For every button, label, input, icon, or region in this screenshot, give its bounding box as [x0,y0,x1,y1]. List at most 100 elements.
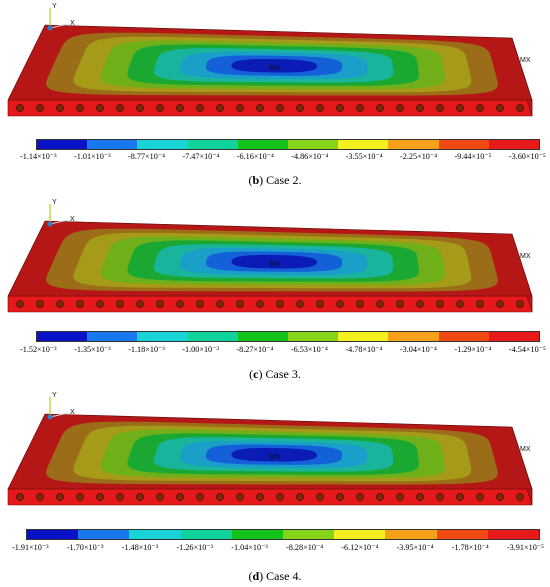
colorbar-tick-label: -1.48×10⁻³ [121,543,159,552]
colorbar-tick-label: -1.26×10⁻³ [176,543,214,552]
colorbar-segment [187,332,238,341]
case-2-plate-contour: MX MN Y X [7,3,533,117]
bolt-marker [56,300,64,308]
colorbar-segment [288,140,339,149]
case-4-colorbar [26,529,540,540]
colorbar-tick-label: -1.14×10⁻³ [20,152,57,161]
colorbar-segment [187,140,238,149]
bolt-marker [376,493,384,501]
bolt-marker [416,493,424,501]
colorbar-tick-label: -6.16×10⁻⁴ [236,152,274,161]
bolt-marker [436,300,444,308]
colorbar-segment [338,332,389,341]
bolt-marker [476,493,484,501]
colorbar-segment [488,332,540,341]
case-3-colorbar [36,331,540,342]
colorbar-segment [288,332,339,341]
bolt-marker [376,300,384,308]
bolt-marker [116,104,124,112]
colorbar-tick-label: -6.12×10⁻⁴ [341,543,379,552]
colorbar-tick-label: -4.54×10⁻⁵ [508,345,546,354]
bolt-marker [156,104,164,112]
colorbar-segment [237,332,289,341]
colorbar-tick-label: -1.35×10⁻³ [74,345,111,354]
colorbar-tick-label: -1.91×10⁻³ [12,543,49,552]
bolt-marker [336,493,344,501]
colorbar-tick-label: -1.78×10⁻⁴ [451,543,489,552]
svg-text:X: X [70,20,75,27]
case-2-caption: (b) Case 2. [248,173,302,187]
colorbar-tick-label: -1.00×10⁻³ [182,345,219,354]
bolt-marker [36,493,44,501]
mn-label: MN [269,65,280,72]
axis-triad: YX [47,199,75,227]
colorbar-tick-label: -8.28×10⁻⁴ [286,543,324,552]
colorbar-tick-label: -3.95×10⁻⁴ [396,543,434,552]
bolt-marker [496,493,504,501]
colorbar-tick-label: -1.04×10⁻³ [231,543,268,552]
case-3-colorbar-ticks: -1.52×10⁻³ -1.35×10⁻³ -1.18×10⁻³ -1.00×10⁻³… [20,344,546,354]
colorbar-tick-label: -3.55×10⁻⁴ [345,152,383,161]
bolt-marker [96,493,104,501]
colorbar-segment [388,332,439,341]
bolt-marker [176,493,184,501]
svg-text:Y: Y [52,3,57,10]
colorbar-segment [436,530,488,539]
bolt-marker [336,300,344,308]
bolt-marker [356,300,364,308]
bolt-marker [76,493,84,501]
bolt-marker [196,104,204,112]
colorbar-tick-label: -1.70×10⁻³ [66,543,104,552]
bolt-marker [316,300,324,308]
colorbar-tick-label: -1.52×10⁻³ [20,345,57,354]
colorbar-tick-label: -1.29×10⁻⁴ [454,345,492,354]
colorbar-tick-label: -2.25×10⁻⁴ [400,152,438,161]
mx-label: MX [520,57,531,64]
mx-label: MX [520,253,531,260]
bolt-marker [516,493,524,501]
colorbar-tick-label: -4.78×10⁻⁴ [345,345,383,354]
colorbar-tick-label: -1.01×10⁻³ [74,152,111,161]
colorbar-segment [487,530,540,539]
bolt-marker [36,300,44,308]
bolt-marker [396,493,404,501]
colorbar-tick-label: -1.18×10⁻³ [128,345,165,354]
bolt-marker [336,104,344,112]
bolt-marker [476,104,484,112]
svg-text:Y: Y [52,392,57,399]
bolt-marker [76,300,84,308]
bolt-marker [276,493,284,501]
colorbar-segment [180,530,232,539]
colorbar-tick-label: -4.86×10⁻⁴ [291,152,329,161]
colorbar-segment [87,332,138,341]
bolt-marker [156,493,164,501]
bolt-marker [356,104,364,112]
bolt-marker [56,104,64,112]
bolt-marker [356,493,364,501]
bolt-marker [156,300,164,308]
colorbar-segment [137,332,188,341]
colorbar-segment [338,140,389,149]
bolt-marker [96,104,104,112]
colorbar-segment [129,530,181,539]
mn-label: MN [269,454,280,461]
bolt-marker [116,300,124,308]
bolt-marker [216,493,224,501]
colorbar-segment [37,332,88,341]
svg-text:Y: Y [52,199,57,206]
colorbar-segment [438,332,489,341]
case-4-colorbar-ticks: -1.91×10⁻³ -1.70×10⁻³ -1.48×10⁻³ -1.26×10⁻³… [12,542,544,552]
colorbar-segment [334,530,386,539]
bolt-marker [56,493,64,501]
colorbar-segment [87,140,138,149]
colorbar-segment [388,140,439,149]
plate-front-face [7,488,533,506]
bolt-marker [496,104,504,112]
contour-band [231,58,317,73]
colorbar-tick-label: -6.53×10⁻⁴ [290,345,328,354]
bolt-marker [316,493,324,501]
colorbar-tick-label: -9.44×10⁻⁵ [454,152,492,161]
bolt-marker [496,300,504,308]
contour-band [231,447,317,462]
